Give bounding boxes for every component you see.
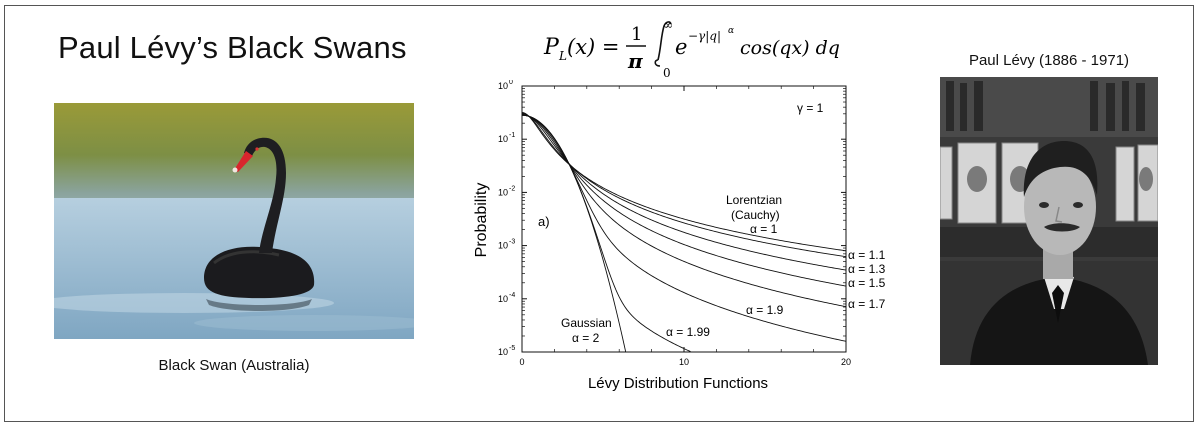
formula-x: (x) = xyxy=(567,35,620,59)
main-title: Paul Lévy’s Black Swans xyxy=(58,30,407,65)
y-tick-label: 10 xyxy=(498,134,508,144)
series-line-alpha-1-3 xyxy=(521,113,847,271)
series-line-alpha-1 xyxy=(521,112,847,252)
gamma-label: γ = 1 xyxy=(797,101,824,115)
integral-sign xyxy=(654,21,672,67)
annotation-alpha-1-9: α = 1.9 xyxy=(746,303,784,317)
formula-exponent: −γ|q| xyxy=(688,29,721,43)
y-tick-exponent: -5 xyxy=(509,345,515,352)
y-tick-exponent: -3 xyxy=(509,239,515,246)
series-line-alpha-1-9 xyxy=(521,114,847,342)
x-axis-label: Lévy Distribution Functions xyxy=(588,375,768,392)
formula-int-lower: 0 xyxy=(663,66,671,78)
y-tick-label: 10 xyxy=(498,241,508,251)
formula-p: P xyxy=(543,35,560,60)
x-tick-label: 20 xyxy=(841,357,851,367)
series-line-alpha-2 xyxy=(521,114,627,352)
series-curves xyxy=(521,112,847,352)
y-tick-label: 10 xyxy=(498,347,508,357)
y-tick-label: 10 xyxy=(498,187,508,197)
levy-caption: Paul Lévy (1886 - 1971) xyxy=(968,52,1130,69)
annotation-alpha-1-99: α = 1.99 xyxy=(666,325,710,339)
formula-e: e xyxy=(675,35,687,59)
series-line-alpha-1-5 xyxy=(521,114,847,287)
y-tick-label: 10 xyxy=(498,294,508,304)
y-axis-label: Probability xyxy=(473,183,490,258)
annotation-alpha-1-3: α = 1.3 xyxy=(848,262,886,276)
y-tick-exponent: 0 xyxy=(509,80,513,86)
levy-formula: P L (x) = 1 π ∞ 0 e −γ|q| α cos(qx) dq xyxy=(540,18,840,82)
series-line-alpha-1-1 xyxy=(521,112,847,258)
annotation-alpha-2: α = 2 xyxy=(572,331,600,345)
y-tick-exponent: -2 xyxy=(509,185,515,192)
annotation-lorentzian: Lorentzian xyxy=(726,193,782,207)
series-line-alpha-1-7 xyxy=(521,114,847,308)
annotation-cauchy: (Cauchy) xyxy=(731,208,780,222)
figure-frame xyxy=(4,5,1194,422)
paul-levy-photo xyxy=(940,77,1158,365)
formula-sub: L xyxy=(558,49,567,63)
black-swan-photo xyxy=(54,103,414,339)
x-axis: 0 10 20 xyxy=(519,86,851,367)
x-tick-label: 0 xyxy=(519,357,524,367)
paul-levy-image xyxy=(940,77,1158,365)
formula-tail: cos(qx) dq xyxy=(740,37,840,59)
annotation-alpha-1-1: α = 1.1 xyxy=(848,248,886,262)
annotation-alpha-1-7: α = 1.7 xyxy=(848,297,886,311)
y-tick-exponent: -1 xyxy=(509,132,515,139)
formula-num: 1 xyxy=(631,24,642,45)
formula-int-upper: ∞ xyxy=(663,18,673,32)
panel-label: a) xyxy=(538,214,550,229)
x-tick-label: 10 xyxy=(679,357,689,367)
annotation-alpha-1: α = 1 xyxy=(750,222,778,236)
formula-svg: P L (x) = 1 π ∞ 0 e −γ|q| α cos(qx) dq xyxy=(543,18,840,80)
y-tick-label: 10 xyxy=(498,81,508,91)
annotation-gaussian: Gaussian xyxy=(561,316,612,330)
levy-chart: 10 0 10 -1 10 -2 10 -3 10 -4 10 -5 0 10 20 Probabilit… xyxy=(468,79,888,403)
annotation-alpha-1-5: α = 1.5 xyxy=(848,276,886,290)
y-tick-exponent: -4 xyxy=(509,292,515,299)
formula-exponent-alpha: α xyxy=(728,26,734,36)
swan-caption: Black Swan (Australia) xyxy=(158,357,310,374)
formula-den: π xyxy=(627,49,643,73)
black-swan-image xyxy=(54,103,414,339)
